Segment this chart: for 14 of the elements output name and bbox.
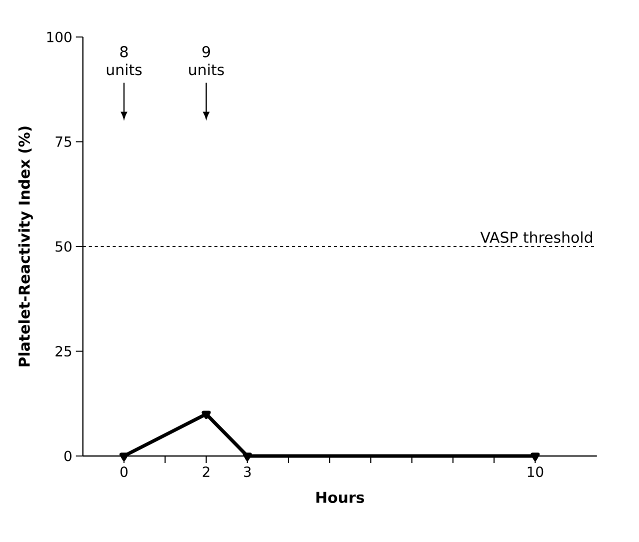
x-tick-label: 3	[244, 466, 251, 478]
y-tick-label: 75	[56, 136, 72, 147]
x-tick-label: 0	[120, 466, 128, 478]
x-tick-label: 2	[202, 466, 210, 477]
x-axis-title: Hours	[316, 492, 364, 504]
annotation: 9 units	[189, 46, 224, 76]
x-tick-label: 10	[528, 466, 544, 478]
y-axis-title: Platelet-Reactivity Index (%)	[18, 126, 33, 366]
y-tick-label: 25	[56, 346, 72, 357]
annotation: 8 units	[106, 46, 142, 76]
y-tick-label: 100	[47, 32, 72, 42]
y-tick-label: 0	[64, 450, 72, 462]
y-tick-label: 50	[56, 241, 72, 252]
ref-line-label: VASP threshold	[480, 231, 592, 243]
